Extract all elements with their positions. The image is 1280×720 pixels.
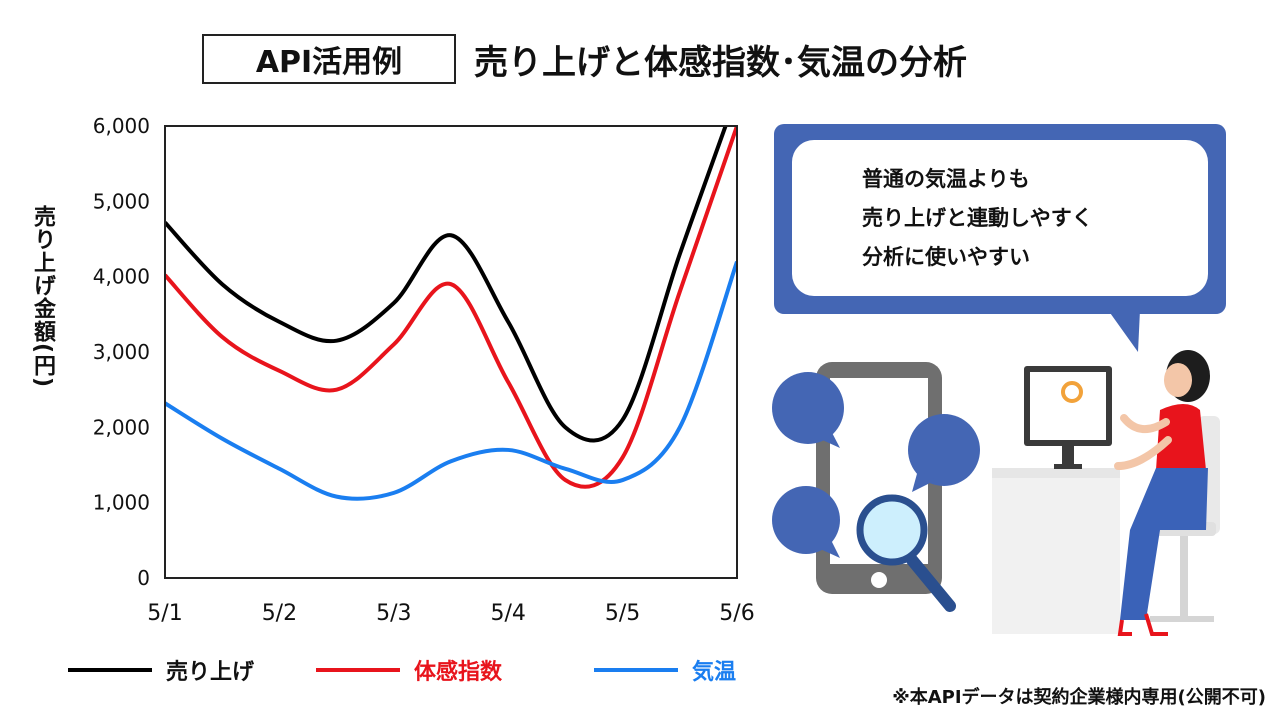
callout-tail [1108, 310, 1140, 352]
y-tick-label: 3,000 [93, 340, 150, 364]
plot-frame [164, 125, 738, 579]
chat-bubble-icon [772, 486, 840, 558]
series-line-sales [165, 126, 728, 443]
legend-swatch-sales [68, 668, 152, 672]
legend-label-feel-index: 体感指数 [414, 660, 503, 685]
x-tick-label: 5/4 [490, 601, 525, 626]
legend-label-temperature: 気温 [692, 660, 737, 685]
woman-figure [1114, 350, 1210, 636]
legend-swatch-temperature [594, 668, 678, 672]
legend-item-feel-index: 体感指数 [316, 650, 502, 690]
y-axis-label: 売り上げ金額(円) [30, 205, 55, 389]
legend-label-sales: 売り上げ [166, 660, 255, 685]
x-tick-label: 5/2 [262, 601, 297, 626]
chat-bubble-icon [772, 372, 844, 448]
x-tick-label: 5/1 [147, 601, 182, 626]
x-tick-label: 5/3 [376, 601, 411, 626]
api-tag: API活用例 [202, 34, 456, 84]
y-tick-label: 6,000 [93, 114, 150, 138]
callout-line-2: 売り上げと連動しやすく [862, 205, 1093, 230]
x-tick-label: 5/5 [605, 601, 640, 626]
x-tick-label: 5/6 [719, 601, 754, 626]
series-line-temperature [165, 260, 737, 501]
footnote: ※本APIデータは契約企業様内専用(公開不可) [892, 687, 1266, 708]
page-title: 売り上げと体感指数･気温の分析 [474, 42, 967, 83]
legend-item-sales: 売り上げ [68, 650, 254, 690]
callout-bubble: 普通の気温よりも 売り上げと連動しやすく 分析に使いやすい [774, 124, 1226, 314]
monitor-icon [1024, 366, 1112, 469]
chat-bubble-icon [908, 414, 980, 492]
y-tick-label: 1,000 [93, 491, 150, 515]
callout-text: 普通の気温よりも 売り上げと連動しやすく 分析に使いやすい [792, 140, 1208, 296]
callout-line-1: 普通の気温よりも [862, 166, 1030, 191]
y-tick-label: 4,000 [93, 265, 150, 289]
series-line-feel-index [165, 126, 737, 489]
desk [992, 468, 1120, 634]
legend-swatch-feel-index [316, 668, 400, 672]
magnifier-icon [856, 494, 956, 612]
callout-line-3: 分析に使いやすい [862, 244, 1030, 269]
y-tick-label: 5,000 [93, 189, 150, 213]
y-tick-label: 2,000 [93, 415, 150, 439]
line-chart: 0 1,000 2,000 3,000 4,000 5,000 6,000 5/1 5/2 5/3… [93, 114, 755, 626]
illustration [772, 310, 1220, 636]
y-tick-label: 0 [137, 566, 150, 590]
legend-item-temperature: 気温 [594, 650, 736, 690]
